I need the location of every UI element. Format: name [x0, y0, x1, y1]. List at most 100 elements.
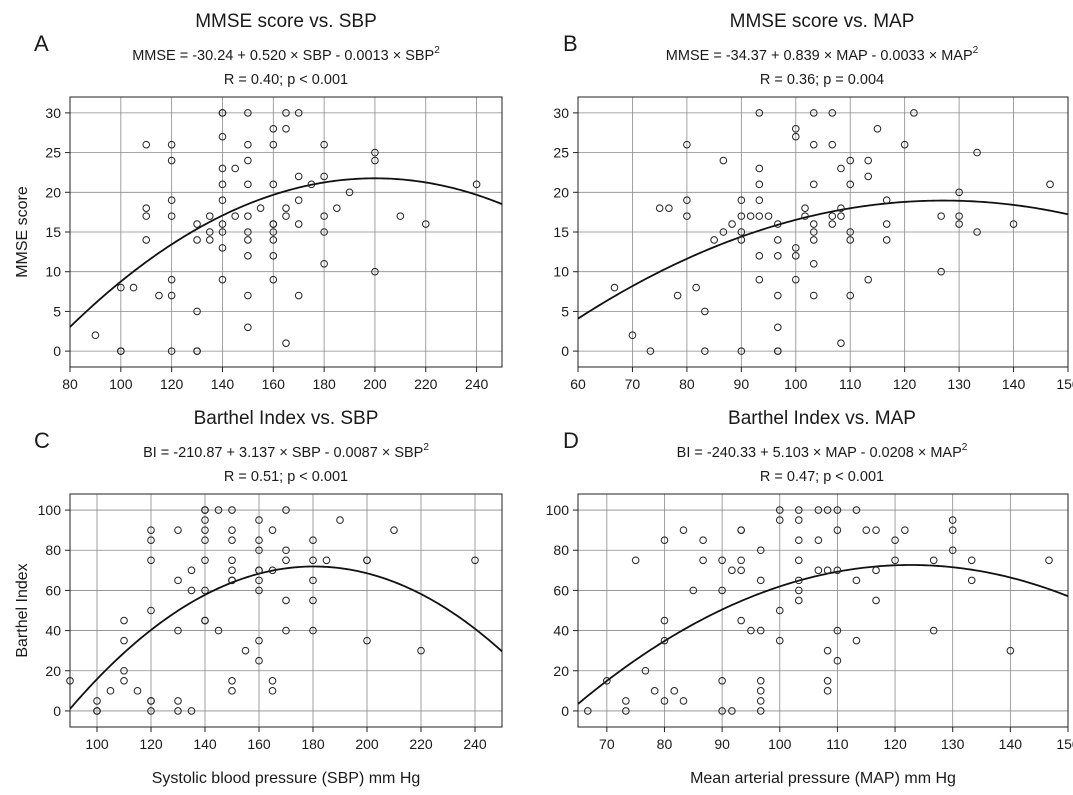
- data-point: [660, 697, 669, 705]
- data-point: [268, 526, 277, 534]
- grid: [578, 97, 1068, 367]
- x-tick-label: 160: [247, 736, 271, 752]
- data-point: [737, 566, 745, 575]
- data-point: [363, 636, 371, 645]
- data-point: [718, 677, 726, 685]
- data-point: [973, 228, 981, 236]
- data-point: [256, 204, 265, 212]
- x-tick-label: 120: [893, 376, 917, 392]
- x-tick-label: 70: [599, 736, 615, 752]
- data-point: [167, 156, 176, 165]
- x-tick-label: 80: [62, 376, 78, 392]
- data-point: [756, 687, 765, 695]
- data-point: [774, 323, 782, 332]
- data-point: [756, 697, 765, 705]
- data-point: [320, 172, 328, 181]
- data-points: [66, 506, 479, 715]
- data-point: [193, 347, 201, 355]
- data-point: [231, 164, 239, 173]
- data-point: [147, 697, 155, 705]
- data-point: [809, 236, 818, 244]
- data-point: [973, 148, 981, 157]
- data-point: [967, 576, 976, 585]
- data-point: [174, 576, 182, 585]
- data-point: [117, 347, 125, 355]
- data-point: [294, 109, 303, 117]
- fit-curve: [70, 177, 502, 328]
- data-point: [282, 596, 290, 605]
- data-point: [814, 566, 823, 575]
- y-tick-label: 20: [553, 663, 569, 679]
- fit-equation-main: BI = -210.87 + 3.137 × SBP - 0.0087 × SB…: [143, 445, 423, 461]
- data-point: [775, 516, 784, 524]
- data-point: [650, 687, 659, 695]
- data-point: [120, 666, 128, 675]
- data-point: [728, 707, 736, 715]
- chart-title: Barthel Index vs. SBP: [194, 408, 379, 429]
- x-tick-label: 60: [570, 376, 586, 392]
- data-point: [689, 586, 698, 595]
- data-point: [307, 180, 316, 189]
- data-point: [764, 212, 773, 220]
- data-point: [755, 252, 764, 260]
- data-point: [862, 526, 871, 534]
- y-tick-label: 60: [553, 582, 569, 598]
- data-point: [755, 212, 764, 220]
- data-point: [794, 596, 803, 605]
- data-point: [201, 516, 209, 524]
- x-tick-label: 100: [85, 736, 109, 752]
- data-point: [294, 220, 303, 228]
- data-point: [269, 236, 278, 244]
- data-point: [756, 576, 765, 585]
- data-point: [363, 556, 371, 565]
- data-point: [282, 506, 290, 514]
- data-point: [320, 228, 328, 236]
- data-point: [828, 109, 837, 117]
- data-point: [294, 291, 303, 300]
- fit-equation-main: MMSE = -34.37 + 0.839 × MAP - 0.0033 × M…: [666, 48, 973, 64]
- data-point: [683, 196, 691, 205]
- data-point: [699, 556, 707, 565]
- data-point: [833, 626, 842, 635]
- data-point: [241, 646, 250, 655]
- x-tick-label: 180: [301, 736, 325, 752]
- data-point: [309, 556, 317, 565]
- data-point: [231, 212, 239, 220]
- data-point: [641, 666, 650, 675]
- data-point: [269, 124, 278, 133]
- data-point: [791, 252, 800, 260]
- data-point: [396, 212, 405, 220]
- data-point: [901, 526, 909, 534]
- x-tick-label: 80: [657, 736, 673, 752]
- y-tick-label: 0: [561, 343, 569, 359]
- grid: [70, 494, 502, 727]
- data-point: [737, 616, 745, 625]
- y-tick-label: 5: [53, 303, 61, 319]
- data-point: [93, 697, 101, 705]
- data-point: [774, 220, 782, 228]
- data-point: [255, 636, 263, 645]
- y-tick-label: 100: [546, 502, 570, 518]
- data-point: [129, 283, 138, 292]
- data-point: [955, 188, 963, 197]
- data-point: [228, 576, 236, 585]
- fit-statistics: R = 0.36; p = 0.004: [760, 72, 884, 88]
- data-point: [864, 156, 872, 165]
- data-point: [837, 204, 845, 212]
- data-point: [833, 566, 842, 575]
- data-point: [823, 646, 832, 655]
- data-point: [282, 109, 290, 117]
- y-axis-label: Barthel Index: [14, 563, 31, 657]
- x-tick-label: 130: [947, 376, 971, 392]
- data-point: [371, 148, 379, 157]
- data-point: [309, 536, 317, 544]
- data-point: [791, 124, 800, 133]
- data-point: [282, 546, 290, 555]
- data-point: [371, 156, 379, 165]
- data-point: [218, 228, 227, 236]
- data-point: [218, 196, 227, 205]
- data-point: [755, 196, 764, 205]
- data-point: [846, 291, 855, 300]
- data-point: [201, 526, 209, 534]
- plot-frame: [577, 493, 1069, 728]
